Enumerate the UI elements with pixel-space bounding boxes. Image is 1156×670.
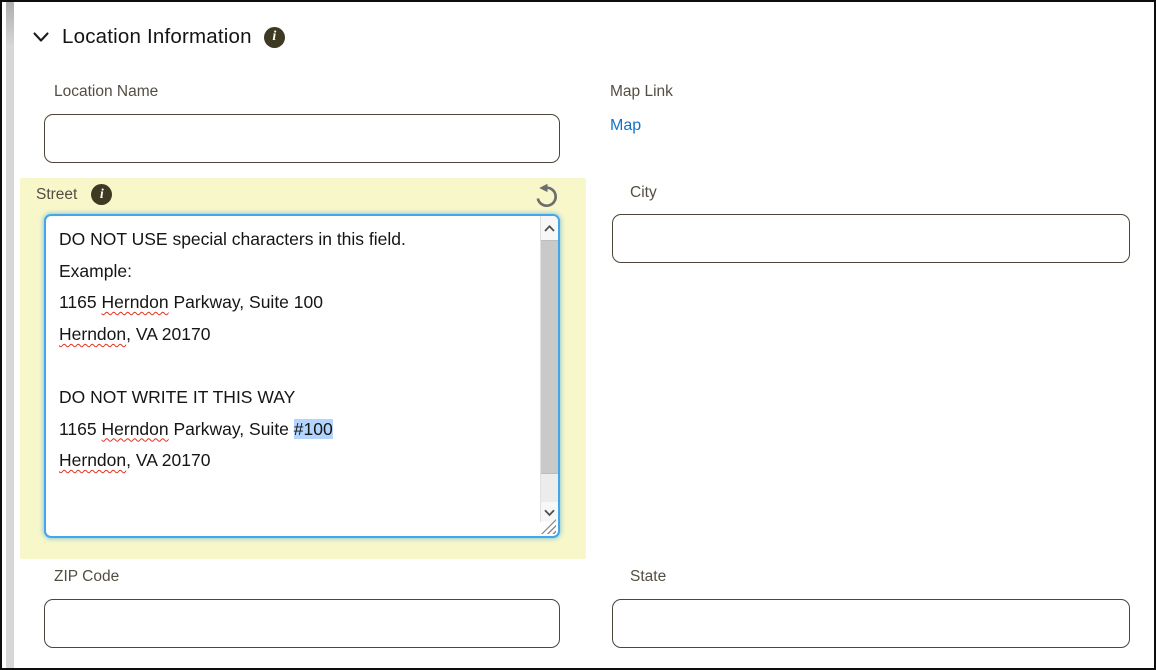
- location-name-input[interactable]: [44, 114, 560, 163]
- section-title: Location Information: [62, 25, 252, 48]
- location-name-label: Location Name: [54, 83, 159, 100]
- city-label: City: [630, 184, 657, 201]
- map-link-label: Map Link: [610, 83, 673, 100]
- page-scrollbar[interactable]: [6, 2, 14, 668]
- zip-code-input[interactable]: [44, 599, 560, 648]
- street-label: Street: [36, 185, 78, 203]
- scrollbar-thumb[interactable]: [541, 240, 558, 474]
- info-icon[interactable]: i: [263, 26, 285, 48]
- chevron-down-icon[interactable]: [30, 26, 52, 48]
- street-textarea-content: DO NOT USE special characters in this fi…: [59, 229, 406, 471]
- street-info-icon[interactable]: i: [91, 184, 113, 205]
- street-label-row: Street i: [36, 184, 113, 205]
- state-label: State: [630, 568, 667, 585]
- textarea-scrollbar[interactable]: [540, 216, 558, 522]
- city-input[interactable]: [612, 214, 1130, 263]
- undo-icon[interactable]: [533, 183, 560, 210]
- section-header: Location Information i: [30, 22, 285, 52]
- street-textarea[interactable]: DO NOT USE special characters in this fi…: [44, 214, 560, 538]
- zip-code-label: ZIP Code: [54, 568, 120, 585]
- scroll-down-button[interactable]: [541, 502, 558, 522]
- scroll-up-button[interactable]: [541, 216, 558, 240]
- state-input[interactable]: [612, 599, 1130, 648]
- map-link[interactable]: Map: [610, 117, 642, 134]
